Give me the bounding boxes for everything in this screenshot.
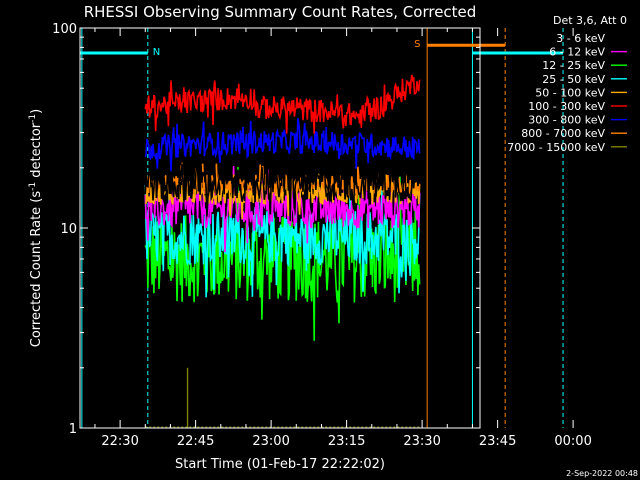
plot-area: NS [80,28,564,428]
y-axis-label-sup1: -1 [28,182,38,191]
series-line [144,117,421,172]
y-tick-label: 1 [69,422,77,437]
x-tick-label: 23:30 [403,434,440,449]
x-axis-label: Start Time (01-Feb-17 22:22:02) [175,457,385,472]
legend-label: 100 - 300 keV [528,100,605,113]
legend-label: 12 - 25 keV [542,59,605,72]
y-axis-label: Corrected Count Rate (s-1 detector-1) [28,109,44,347]
x-tick-label: 23:15 [328,434,365,449]
y-axis-label-sup2: -1 [28,114,38,123]
footer-date: 2-Sep-2022 00:48 [566,469,638,478]
legend-title: Det 3,6, Att 0 [553,14,627,27]
x-tick-label: 00:00 [554,434,591,449]
y-axis-label-end: ) [29,109,44,114]
chart-title: RHESSI Observing Summary Count Rates, Co… [84,3,477,21]
legend-label: 25 - 50 keV [542,73,605,86]
y-axis-label-main: Corrected Count Rate (s [29,191,44,348]
axes: 1 10 100 22:30 22:45 23:00 23:15 23:30 23:45 00:0… [52,22,592,449]
x-tick-label: 23:00 [252,434,289,449]
flag-label: N [153,47,160,58]
legend-label: 50 - 100 keV [535,86,605,99]
x-tick-label: 22:45 [177,434,214,449]
legend-label: 7000 - 15000 keV [507,141,605,154]
series-line [144,184,421,298]
y-tick-label: 100 [52,22,77,37]
x-tick-label: 23:45 [479,434,516,449]
legend-label: 300 - 800 keV [528,114,605,127]
flag-label: S [414,39,420,50]
series-line [144,138,421,221]
legend-label: 3 - 6 keV [556,32,605,45]
series-line [144,74,421,134]
x-tick-label: 22:30 [101,434,138,449]
legend-label: 800 - 7000 keV [521,127,605,140]
series-line [144,166,421,341]
legend-label: 6 - 12 keV [549,46,605,59]
y-tick-label: 10 [60,222,77,237]
y-axis-label-mid: detector [29,122,44,182]
